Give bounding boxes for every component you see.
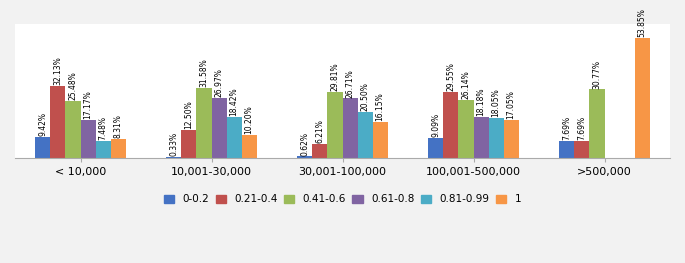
- Bar: [458, 100, 473, 158]
- Text: 0.33%: 0.33%: [169, 132, 178, 156]
- Text: 25.48%: 25.48%: [68, 72, 77, 100]
- Bar: [589, 89, 604, 158]
- Bar: [297, 156, 312, 158]
- Bar: [503, 120, 519, 158]
- Legend: 0-0.2, 0.21-0.4, 0.41-0.6, 0.61-0.8, 0.81-0.99, 1: 0-0.2, 0.21-0.4, 0.41-0.6, 0.61-0.8, 0.8…: [162, 192, 523, 206]
- Bar: [227, 117, 242, 158]
- Bar: [574, 141, 589, 158]
- Text: 18.42%: 18.42%: [229, 87, 238, 116]
- Bar: [473, 117, 488, 158]
- Text: 0.62%: 0.62%: [300, 132, 310, 155]
- Text: 18.18%: 18.18%: [477, 88, 486, 117]
- Bar: [342, 98, 358, 158]
- Text: 16.15%: 16.15%: [375, 92, 385, 121]
- Text: 10.20%: 10.20%: [245, 105, 253, 134]
- Text: 9.09%: 9.09%: [432, 113, 440, 137]
- Text: 20.50%: 20.50%: [360, 83, 370, 111]
- Bar: [212, 98, 227, 158]
- Bar: [166, 157, 182, 158]
- Text: 32.13%: 32.13%: [53, 57, 62, 85]
- Text: 9.42%: 9.42%: [38, 112, 47, 136]
- Bar: [312, 144, 327, 158]
- Bar: [242, 135, 257, 158]
- Text: 7.48%: 7.48%: [99, 116, 108, 140]
- Text: 8.31%: 8.31%: [114, 115, 123, 138]
- Bar: [51, 86, 66, 158]
- Text: 7.69%: 7.69%: [577, 116, 586, 140]
- Text: 18.05%: 18.05%: [492, 88, 501, 117]
- Bar: [488, 118, 503, 158]
- Text: 26.97%: 26.97%: [214, 68, 223, 97]
- Bar: [428, 138, 443, 158]
- Text: 26.14%: 26.14%: [462, 70, 471, 99]
- Text: 26.71%: 26.71%: [345, 69, 355, 98]
- Bar: [111, 139, 125, 158]
- Text: 7.69%: 7.69%: [562, 116, 571, 140]
- Text: 53.85%: 53.85%: [638, 8, 647, 37]
- Bar: [358, 112, 373, 158]
- Text: 29.81%: 29.81%: [330, 62, 340, 91]
- Bar: [96, 141, 111, 158]
- Text: 29.55%: 29.55%: [447, 62, 456, 91]
- Bar: [182, 130, 197, 158]
- Text: 31.58%: 31.58%: [199, 58, 208, 87]
- Bar: [327, 92, 342, 158]
- Text: 30.77%: 30.77%: [593, 59, 601, 89]
- Text: 6.21%: 6.21%: [315, 119, 325, 143]
- Bar: [443, 92, 458, 158]
- Bar: [197, 88, 212, 158]
- Bar: [81, 120, 96, 158]
- Text: 17.17%: 17.17%: [84, 90, 92, 119]
- Text: 12.50%: 12.50%: [184, 100, 193, 129]
- Text: 17.05%: 17.05%: [507, 90, 516, 119]
- Bar: [634, 38, 649, 158]
- Bar: [560, 141, 574, 158]
- Bar: [66, 101, 81, 158]
- Bar: [36, 137, 51, 158]
- Bar: [373, 122, 388, 158]
